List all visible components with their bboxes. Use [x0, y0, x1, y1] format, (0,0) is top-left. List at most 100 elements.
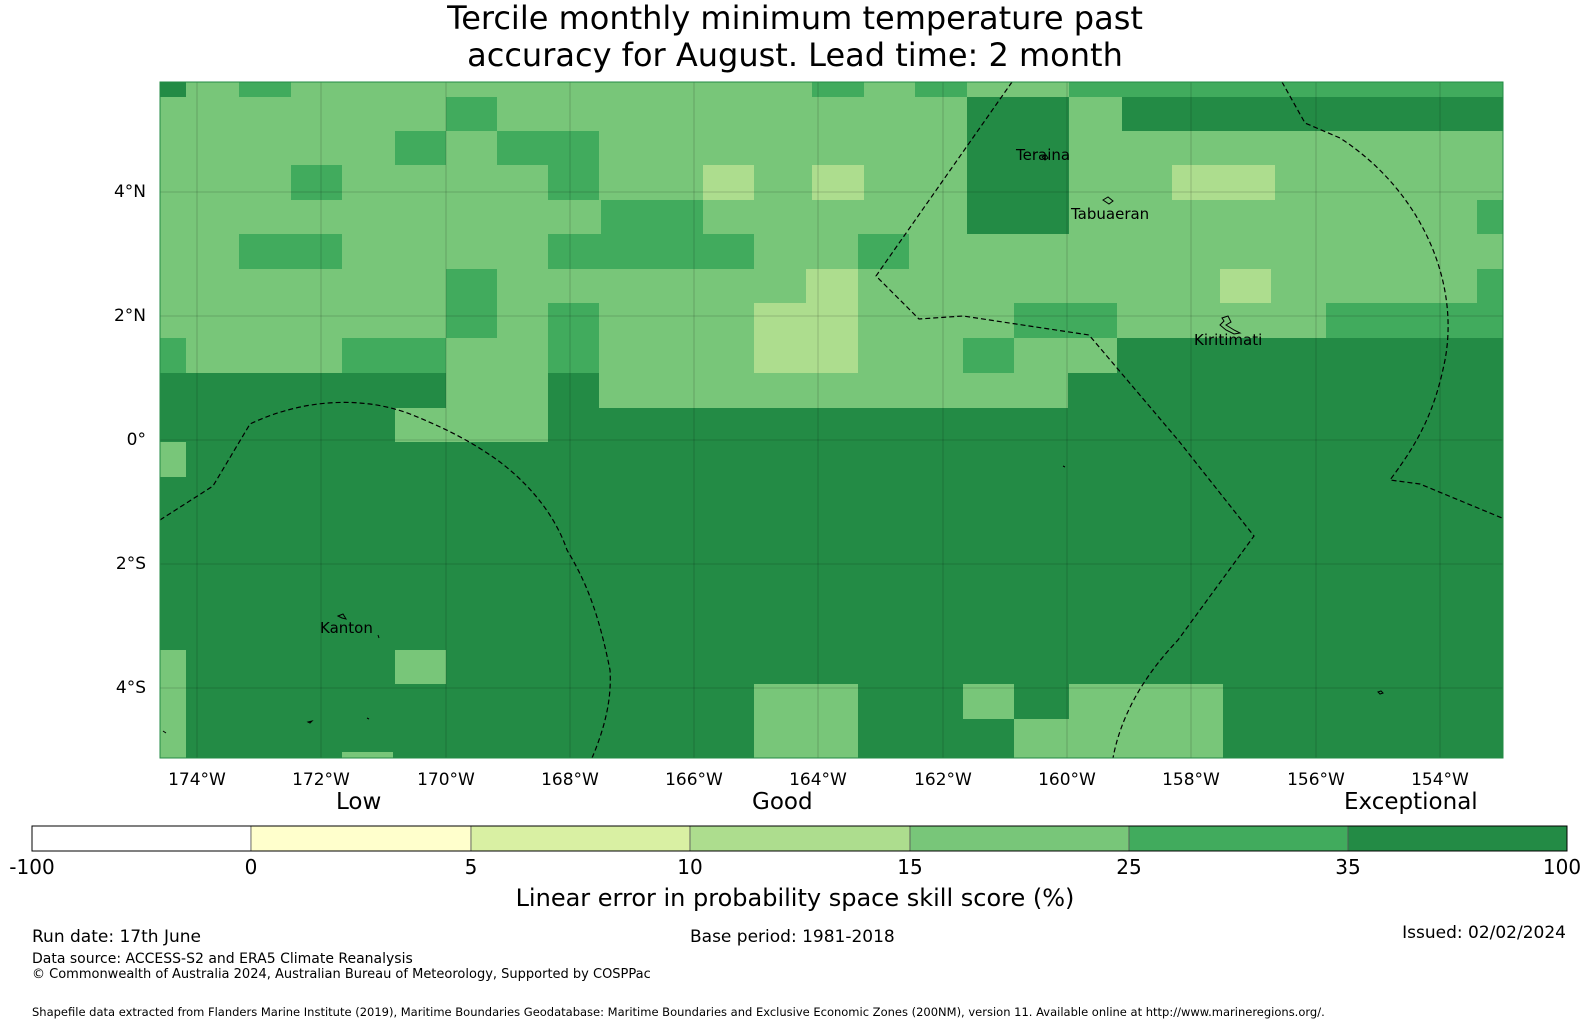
grid-cell: [446, 97, 497, 131]
grid-cell: [599, 303, 754, 338]
grid-cell: [1326, 303, 1503, 338]
grid-cell: [806, 269, 858, 303]
grid-cell: [497, 269, 806, 303]
grid-cell: [601, 200, 703, 234]
grid-cell: [1477, 269, 1503, 303]
lat-label-2n: 2°N: [113, 306, 146, 326]
grid-cell: [395, 408, 548, 442]
grid-cell: [754, 234, 858, 269]
grid-cell: [599, 131, 967, 165]
grid-cell: [548, 165, 599, 200]
grid-cell: [1069, 131, 1503, 165]
teraina-island-outline: [1041, 154, 1049, 161]
grid-cell: [754, 165, 812, 200]
category-label-low: Low: [336, 789, 382, 815]
colorbar-segment: [250, 825, 472, 852]
grid-cell: [1014, 338, 1117, 373]
grid-cell: [1275, 165, 1503, 200]
grid-cell: [1014, 719, 1069, 758]
grid-cell: [239, 82, 291, 97]
eez-boundary-line-islands-north: [875, 81, 1255, 759]
place-label-kanton: Kanton: [320, 619, 373, 637]
grid-cell: [812, 82, 864, 97]
lon-label-174w: 174°W: [168, 770, 226, 790]
grid-cell: [548, 338, 599, 373]
jarvis-island-outline: [1377, 690, 1384, 695]
grid-cell: [1477, 200, 1503, 234]
grid-cell: [446, 303, 497, 338]
grid-cell: [967, 82, 1069, 97]
place-label-tabuaeran: Tabuaeran: [1071, 205, 1150, 223]
lat-label-4n: 4°N: [113, 182, 146, 202]
grid-cell: [186, 97, 446, 131]
grid-cell: [599, 373, 1068, 408]
grid-cell: [703, 200, 967, 234]
grid-cell: [160, 303, 446, 338]
grid-cell: [812, 165, 864, 200]
grid-cell: [497, 97, 967, 131]
colorbar-tick-25: 25: [1116, 855, 1142, 879]
lon-label-168w: 168°W: [541, 770, 599, 790]
kanton-island-outline: [336, 613, 348, 620]
grid-cell: [703, 165, 754, 200]
title-line-1: Tercile monthly minimum temperature past: [447, 0, 1143, 37]
grid-cell: [291, 165, 342, 200]
grid-cell: [186, 338, 342, 373]
category-label-exceptional: Exceptional: [1344, 789, 1478, 815]
colorbar: [31, 825, 1568, 852]
grid-cell: [1220, 269, 1271, 303]
colorbar-tick-100: 100: [1542, 855, 1582, 879]
lon-label-162w: 162°W: [914, 770, 972, 790]
lat-label-4s: 4°S: [115, 678, 146, 698]
grid-cell: [548, 234, 754, 269]
map-title: Tercile monthly minimum temperature past…: [300, 0, 1290, 74]
grid-cell: [858, 338, 963, 373]
grid-cell: [1069, 97, 1122, 131]
grid-cell: [342, 234, 548, 269]
grid-cell: [342, 338, 446, 373]
grid-cell: [160, 234, 239, 269]
place-label-teraina: Teraina: [1016, 146, 1071, 164]
colorbar-segment: [1347, 825, 1568, 852]
category-label-good: Good: [752, 789, 813, 815]
title-line-2: accuracy for August. Lead time: 2 month: [467, 36, 1123, 74]
islet-outline-3: [1062, 465, 1066, 468]
islet-outline-2: [162, 730, 167, 734]
run-date: Run date: 17th June: [32, 927, 201, 947]
grid-cell: [754, 338, 858, 373]
grid-cell: [754, 684, 858, 758]
grid-cell: [963, 684, 1014, 719]
island-outlines: [162, 154, 1384, 734]
grid-cell: [1117, 303, 1326, 338]
issued-date: Issued: 02/02/2024: [1402, 923, 1566, 943]
map-frame: [159, 81, 1504, 759]
data-source: Data source: ACCESS-S2 and ERA5 Climate …: [32, 951, 413, 967]
skill-score-grid: [160, 82, 1503, 758]
grid-cell: [1069, 684, 1223, 758]
colorbar-segment: [689, 825, 911, 852]
graticule: [160, 82, 1503, 758]
colorbar-segment: [1128, 825, 1349, 852]
grid-cell: [186, 82, 239, 97]
lon-label-164w: 164°W: [789, 770, 847, 790]
grid-cell: [497, 131, 599, 165]
lat-label-2s: 2°S: [115, 554, 146, 574]
colorbar-frame: [31, 825, 1568, 852]
lon-label-170w: 170°W: [417, 770, 475, 790]
lon-label-158w: 158°W: [1162, 770, 1220, 790]
grid-cell: [160, 338, 186, 373]
lon-label-156w: 156°W: [1287, 770, 1345, 790]
grid-cell: [342, 165, 548, 200]
grid-cell: [599, 338, 754, 373]
lat-label-equator: 0°: [126, 430, 146, 450]
colorbar-tick-10: 10: [677, 855, 703, 879]
grid-cell: [160, 97, 186, 131]
grid-cell: [446, 269, 497, 303]
grid-cell: [1172, 165, 1275, 200]
shapefile-credit: Shapefile data extracted from Flanders M…: [32, 1005, 1325, 1019]
grid-cell: [446, 338, 548, 373]
grid-cell: [858, 303, 1014, 338]
grid-cell: [160, 269, 446, 303]
grid-cell: [754, 303, 858, 338]
